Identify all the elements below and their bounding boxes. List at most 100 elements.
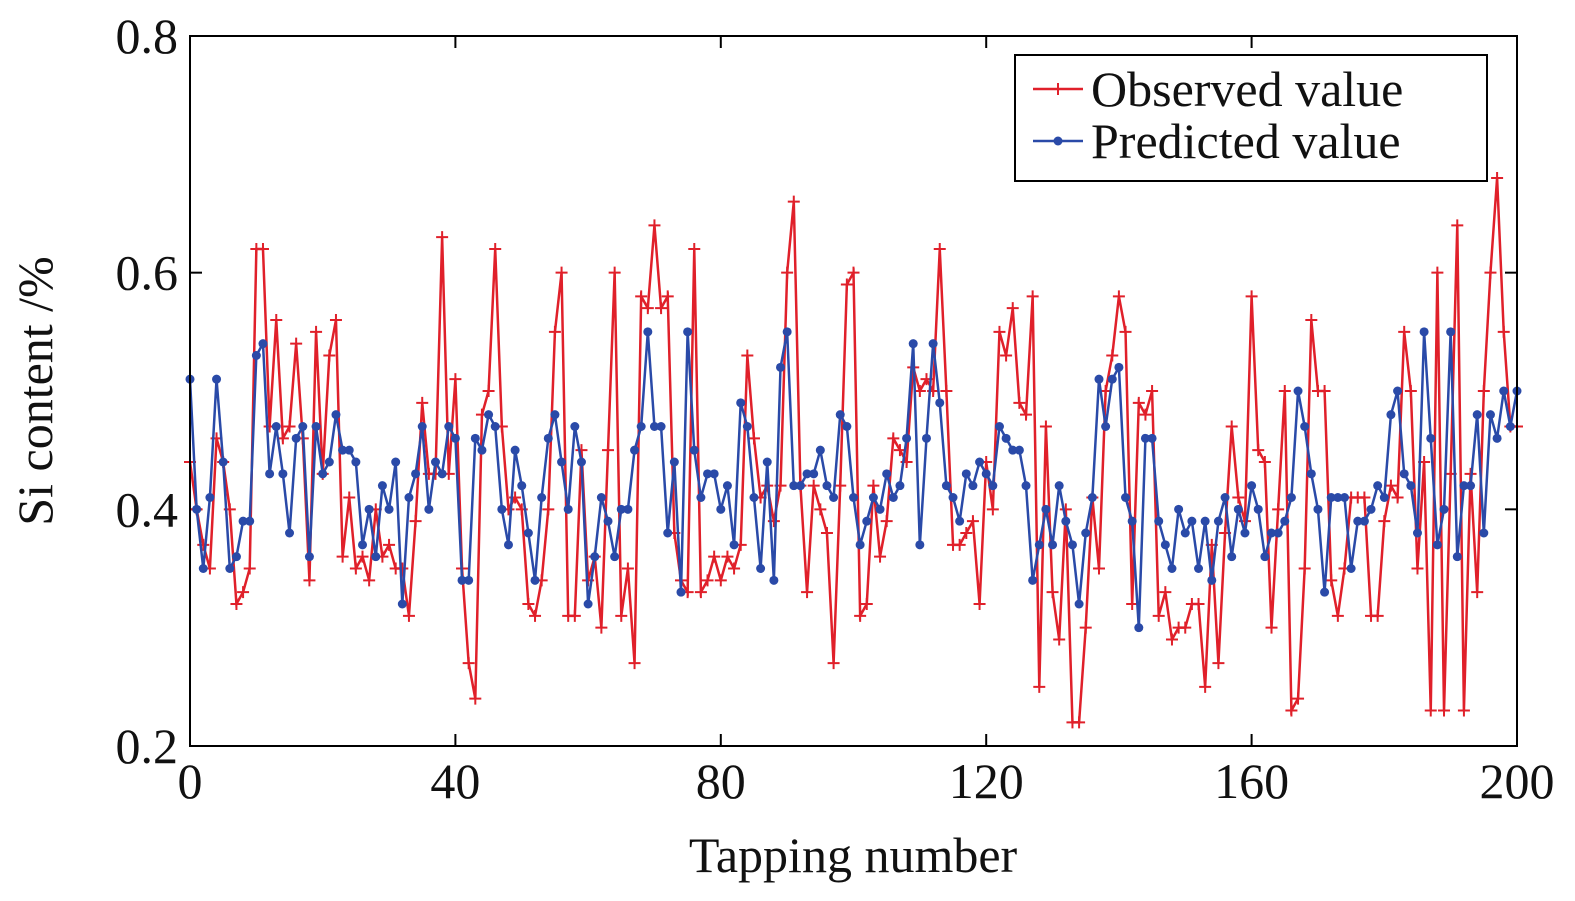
- marker: [860, 598, 873, 610]
- marker: [703, 469, 713, 479]
- marker: [895, 481, 905, 491]
- marker: [1267, 528, 1277, 538]
- marker: [1121, 493, 1131, 502]
- marker: [384, 504, 394, 514]
- marker: [874, 550, 887, 563]
- marker: [623, 504, 633, 514]
- marker: [1132, 396, 1145, 409]
- marker: [1112, 290, 1125, 303]
- marker: [1094, 374, 1104, 384]
- legend-box: [1014, 54, 1488, 182]
- marker: [243, 562, 256, 575]
- marker: [988, 481, 998, 491]
- marker: [953, 538, 966, 551]
- marker: [809, 469, 819, 479]
- marker: [1052, 83, 1064, 95]
- marker: [1484, 266, 1497, 279]
- y-tick-label: 0.4: [116, 481, 179, 537]
- marker: [590, 552, 600, 562]
- marker: [993, 325, 1006, 338]
- marker: [1079, 621, 1092, 634]
- marker: [1406, 481, 1416, 491]
- marker: [1147, 433, 1157, 443]
- marker: [1479, 528, 1489, 538]
- marker: [271, 422, 281, 431]
- marker: [888, 493, 898, 502]
- marker: [616, 504, 626, 514]
- marker: [484, 410, 494, 420]
- marker: [356, 550, 369, 563]
- line: [188, 331, 1519, 628]
- marker: [1139, 408, 1152, 421]
- marker: [862, 516, 872, 526]
- marker: [1313, 504, 1323, 514]
- marker: [1152, 609, 1165, 622]
- marker: [1499, 386, 1509, 396]
- marker: [968, 481, 978, 491]
- marker: [1212, 657, 1225, 670]
- marker: [656, 422, 666, 431]
- marker: [875, 504, 885, 514]
- marker: [1384, 479, 1397, 492]
- marker: [840, 278, 853, 291]
- marker: [197, 538, 210, 551]
- marker: [563, 504, 573, 514]
- marker: [283, 420, 296, 433]
- marker: [1033, 680, 1046, 693]
- marker: [661, 290, 674, 303]
- marker: [628, 657, 641, 670]
- x-tick-label: 120: [949, 753, 1024, 809]
- marker: [1452, 552, 1462, 562]
- marker: [542, 503, 555, 516]
- marker: [1253, 504, 1263, 514]
- marker: [1240, 528, 1250, 538]
- marker: [231, 552, 241, 562]
- marker: [1087, 493, 1097, 502]
- marker: [1247, 481, 1257, 491]
- marker: [1054, 481, 1064, 491]
- marker: [444, 422, 454, 431]
- marker: [470, 433, 480, 443]
- marker: [610, 552, 620, 562]
- marker: [820, 527, 833, 539]
- y-tick-label: 0.6: [116, 245, 179, 301]
- marker: [940, 385, 953, 397]
- marker: [849, 493, 858, 502]
- marker: [437, 469, 447, 479]
- marker: [1187, 516, 1197, 526]
- marker: [1046, 586, 1059, 599]
- marker: [1053, 136, 1063, 146]
- marker: [615, 609, 628, 622]
- marker: [318, 469, 328, 479]
- marker: [1073, 716, 1086, 729]
- marker: [635, 290, 648, 303]
- marker: [1298, 562, 1311, 575]
- marker: [1379, 493, 1389, 502]
- marker: [497, 504, 507, 514]
- marker: [834, 479, 847, 492]
- marker: [1053, 633, 1066, 646]
- marker: [694, 586, 707, 599]
- marker: [270, 314, 283, 326]
- marker: [1167, 564, 1177, 573]
- marker: [815, 445, 825, 455]
- marker: [1318, 385, 1331, 397]
- x-tick-label: 80: [696, 753, 746, 809]
- marker: [1292, 692, 1305, 705]
- marker: [1320, 587, 1330, 597]
- marker: [776, 362, 786, 372]
- marker: [643, 327, 653, 337]
- marker: [1346, 564, 1356, 573]
- marker: [756, 564, 766, 573]
- marker: [1207, 575, 1217, 585]
- marker: [921, 433, 931, 443]
- marker: [887, 432, 900, 445]
- marker: [1213, 516, 1223, 526]
- marker: [822, 481, 832, 491]
- marker: [741, 349, 754, 362]
- marker: [1006, 302, 1019, 315]
- marker: [1119, 325, 1132, 338]
- marker: [1140, 433, 1150, 443]
- marker: [245, 516, 255, 526]
